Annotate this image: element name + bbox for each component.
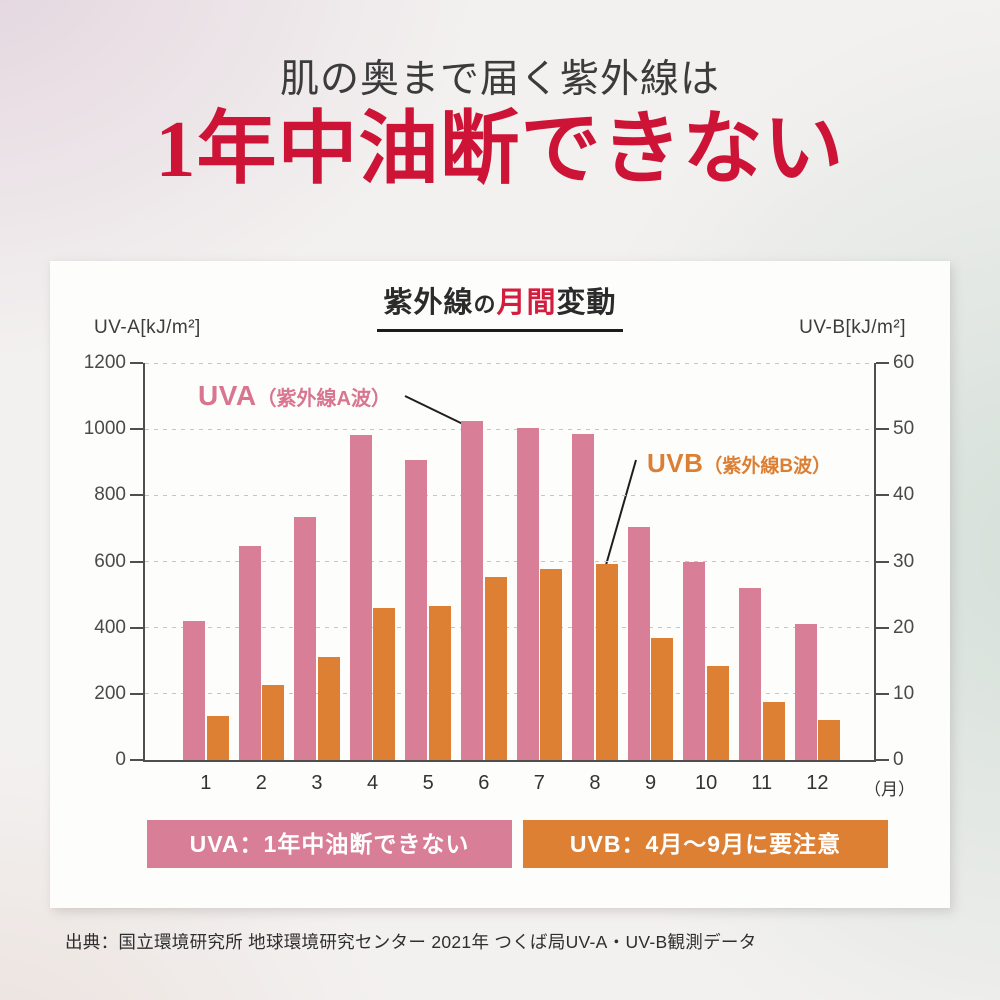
uva-bar — [238, 545, 261, 760]
right-axis-tick-label: 20 — [893, 616, 915, 638]
month-label: 5 — [422, 772, 434, 794]
uva-bar — [405, 460, 428, 760]
right-axis-tick-label: 60 — [893, 352, 915, 373]
uvb-bar — [818, 719, 841, 760]
axis-tick — [130, 428, 143, 431]
month-label: 1 — [200, 772, 212, 794]
uva-annotation: UVA（紫外線A波） — [198, 380, 391, 412]
axis-tick — [876, 759, 889, 761]
uvb-legend-box: UVB：4月〜9月に要注意 — [523, 820, 888, 868]
axis-tick — [130, 560, 143, 563]
uva-bar — [572, 433, 595, 760]
axis-tick — [876, 626, 889, 629]
left-axis-tick-label: 400 — [94, 616, 126, 638]
uvb-bar — [317, 657, 340, 760]
month-label: 2 — [255, 772, 267, 794]
gridline — [145, 627, 874, 629]
header-subtitle: 肌の奥まで届く紫外線は — [279, 58, 720, 101]
axis-tick — [876, 692, 889, 695]
uvb-bar — [373, 608, 396, 760]
chart-card: 紫外線の月間変動 UV-A[kJ/m²] UV-B[kJ/m²] UVA（紫外線… — [50, 261, 950, 908]
chart-title-text: 紫外線の月間変動 — [377, 279, 623, 332]
uva-bar — [183, 621, 205, 760]
month-unit-label: （月） — [864, 780, 915, 799]
uvb-annotation-name: UVB — [647, 448, 704, 478]
uva-bar — [516, 427, 539, 760]
axis-tick — [130, 626, 143, 629]
uva-bar — [349, 435, 372, 760]
axis-tick — [876, 494, 889, 497]
uvb-bar — [206, 715, 229, 760]
uva-annotation-desc: （紫外線A波） — [256, 388, 391, 410]
left-axis-tick-label: 1000 — [83, 418, 126, 440]
left-axis-unit: UV-A[kJ/m²] — [94, 317, 201, 338]
source-note: 出典：国立環境研究所 地球環境研究センター 2021年 つくば局UV-A・UV-… — [65, 932, 757, 952]
gridline — [145, 494, 874, 496]
axis-tick — [876, 362, 889, 364]
left-axis-tick-label: 600 — [94, 550, 126, 572]
gridline — [145, 428, 874, 430]
uva-bar — [461, 420, 483, 760]
gridline — [145, 693, 874, 695]
month-label: 8 — [589, 772, 601, 794]
axis-tick — [130, 362, 143, 364]
axis-tick — [876, 428, 889, 431]
right-axis-tick-label: 10 — [893, 682, 915, 704]
month-label: 12 — [806, 772, 829, 794]
gridline — [145, 362, 874, 364]
axis-tick — [130, 494, 143, 497]
uvb-annotation: UVB（紫外線B波） — [647, 448, 831, 479]
axis-tick — [876, 560, 889, 563]
chart-title-post: 変動 — [556, 287, 617, 319]
uva-bar — [739, 587, 761, 760]
uvb-bar — [484, 577, 507, 760]
month-label: 7 — [533, 772, 545, 794]
chart-title-pre: 紫外線 — [383, 287, 474, 319]
chart-title-highlight: 月間 — [496, 287, 557, 319]
chart-title-kana: の — [473, 292, 497, 317]
left-axis-tick-label: 800 — [94, 484, 126, 506]
uva-bar — [683, 561, 706, 760]
gridline — [145, 561, 874, 562]
left-axis-tick-label: 200 — [94, 682, 126, 704]
month-label: 11 — [751, 772, 773, 794]
plot-area: UVA（紫外線A波） UVB（紫外線B波） （月） 0 0 200 10 400 20 60… — [84, 352, 915, 799]
header-title: 1年中油断できない — [155, 106, 845, 194]
chart-title: 紫外線の月間変動 — [50, 279, 950, 332]
uva-bar — [794, 624, 817, 760]
uva-bar — [627, 526, 650, 760]
left-axis-tick-label: 1200 — [83, 352, 126, 373]
month-label: 3 — [311, 772, 323, 794]
right-axis-tick-label: 0 — [893, 749, 904, 770]
uva-annotation-name: UVA — [198, 380, 257, 411]
uvb-bar — [595, 563, 618, 760]
uva-bar — [294, 516, 317, 760]
right-axis-unit: UV-B[kJ/m²] — [799, 317, 906, 338]
uvb-bar — [762, 702, 785, 760]
right-axis-tick-label: 50 — [893, 418, 915, 440]
axis-tick — [130, 692, 143, 695]
axis-tick — [130, 759, 143, 761]
uvb-annotation-desc: （紫外線B波） — [703, 456, 832, 477]
uva-legend-box: UVA：1年中油断できない — [147, 820, 512, 868]
uvb-bar — [540, 569, 563, 760]
uvb-bar — [428, 605, 451, 760]
right-axis-tick-label: 40 — [893, 484, 915, 506]
uvb-bar — [262, 684, 285, 760]
uvb-bar — [706, 666, 729, 760]
left-axis-tick-label: 0 — [115, 749, 126, 770]
month-label: 10 — [695, 772, 718, 794]
uvb-bar — [651, 638, 674, 760]
right-axis-tick-label: 30 — [893, 550, 915, 572]
month-label: 4 — [366, 772, 379, 794]
month-label: 9 — [644, 772, 657, 794]
month-label: 6 — [478, 772, 490, 794]
